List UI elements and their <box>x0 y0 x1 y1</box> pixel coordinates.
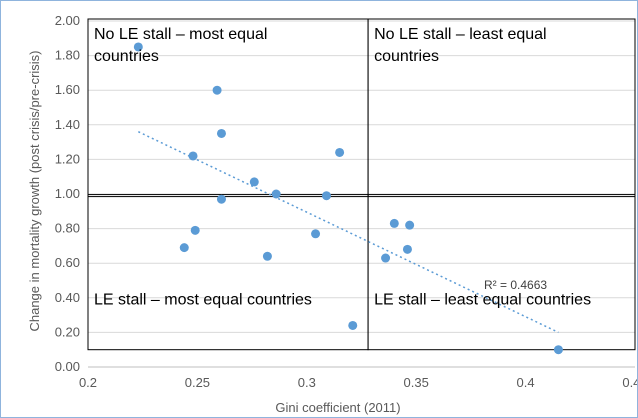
quadrant-label: countries <box>374 48 439 65</box>
quadrant-labels: No LE stall – most equal countries No LE s… <box>94 26 591 309</box>
data-point <box>133 42 143 52</box>
quadrant-boxes <box>87 18 636 351</box>
quadrant-label: No LE stall – most equal <box>94 26 267 43</box>
data-point <box>402 244 412 254</box>
data-point <box>321 191 331 201</box>
x-axis-title: Gini coefficient (2011) <box>275 400 400 415</box>
x-tick-label: 0.2 <box>79 375 97 390</box>
data-point <box>190 225 200 235</box>
trendline-group: R² = 0.4663 <box>138 131 559 334</box>
y-tick-label: 1.40 <box>55 117 80 132</box>
data-point <box>188 151 198 161</box>
data-point <box>271 189 281 199</box>
quadrant-box <box>87 194 369 351</box>
data-point <box>179 243 189 253</box>
y-tick-label: 0.00 <box>55 359 80 374</box>
y-axis-title: Change in mortality growth (post crisis/… <box>27 50 42 331</box>
data-point <box>381 253 391 263</box>
data-point <box>348 320 358 330</box>
y-tick-label: 0.20 <box>55 324 80 339</box>
data-point <box>262 251 272 261</box>
r-squared-label: R² = 0.4663 <box>484 278 547 292</box>
y-tick-label: 0.60 <box>55 255 80 270</box>
x-tick-label: 0.3 <box>298 375 316 390</box>
gridlines <box>88 20 635 333</box>
y-tick-label: 0.40 <box>55 290 80 305</box>
y-tick-label: 0.80 <box>55 221 80 236</box>
y-tick-label: 1.20 <box>55 151 80 166</box>
data-point <box>249 177 259 187</box>
data-point <box>389 218 399 228</box>
quadrant-label: LE stall – most equal countries <box>94 292 312 309</box>
quadrant-label: countries <box>94 48 159 65</box>
x-tick-label: 0.35 <box>404 375 429 390</box>
x-tick-label: 0.45 <box>622 375 637 390</box>
x-tick-label: 0.4 <box>517 375 535 390</box>
axes: 0.00 0.20 0.40 0.60 0.80 1.00 1.20 1.40 1.60 1.80… <box>55 13 637 390</box>
y-tick-label: 1.00 <box>55 186 80 201</box>
data-points <box>133 42 563 355</box>
data-point <box>216 194 226 204</box>
quadrant-box <box>367 194 636 351</box>
x-tick-label: 0.25 <box>185 375 210 390</box>
y-tick-label: 1.60 <box>55 82 80 97</box>
data-point <box>311 229 321 239</box>
data-point <box>553 345 563 355</box>
data-point <box>212 85 222 95</box>
y-tick-label: 2.00 <box>55 13 80 28</box>
quadrant-label: No LE stall – least equal <box>374 26 547 43</box>
quadrant-box <box>367 18 636 198</box>
data-point <box>405 220 415 230</box>
y-tick-label: 1.80 <box>55 48 80 63</box>
data-point <box>335 147 345 157</box>
quadrant-label: LE stall – least equal countries <box>374 292 591 309</box>
quadrant-box <box>87 18 369 198</box>
data-point <box>216 128 226 138</box>
